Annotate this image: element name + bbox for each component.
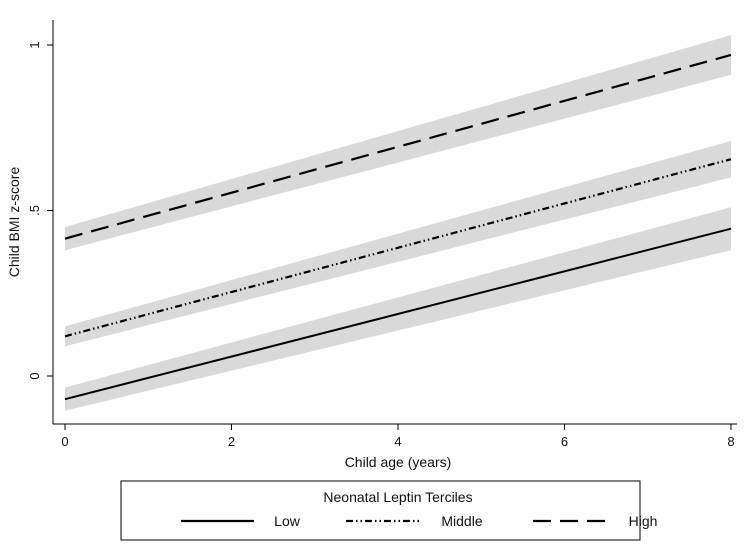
confidence-bands [65, 35, 731, 411]
series-lines [64, 53, 732, 401]
y-tick-label: 0 [27, 372, 42, 379]
legend-box [120, 480, 641, 541]
x-tick-label: 8 [727, 434, 734, 449]
ci-band-high [65, 35, 731, 251]
x-tick-label: 4 [394, 434, 401, 449]
axes [52, 20, 737, 425]
x-axis-title: Child age (years) [345, 454, 452, 470]
legend-label-middle: Middle [441, 513, 482, 529]
x-tick-label: 6 [561, 434, 568, 449]
x-tick-label: 0 [61, 434, 68, 449]
ci-band-low [65, 207, 731, 411]
legend-items: Low Middle High [181, 513, 657, 529]
legend-label-low: Low [274, 513, 301, 529]
x-tick-label: 2 [228, 434, 235, 449]
x-ticks: 0 2 4 6 8 [61, 424, 735, 449]
series-line-low [64, 227, 732, 401]
y-axis-title: Child BMI z-score [6, 167, 22, 278]
y-tick-label: .5 [27, 205, 42, 216]
legend: Neonatal Leptin Terciles Low Middle High [120, 480, 657, 541]
legend-title: Neonatal Leptin Terciles [323, 489, 472, 505]
ci-band-middle [65, 140, 731, 347]
y-tick-label: 1 [27, 41, 42, 48]
series-line-middle [64, 158, 732, 338]
legend-label-high: High [629, 513, 658, 529]
y-ticks: 0.51 [27, 41, 53, 380]
series-line-high [64, 53, 732, 240]
